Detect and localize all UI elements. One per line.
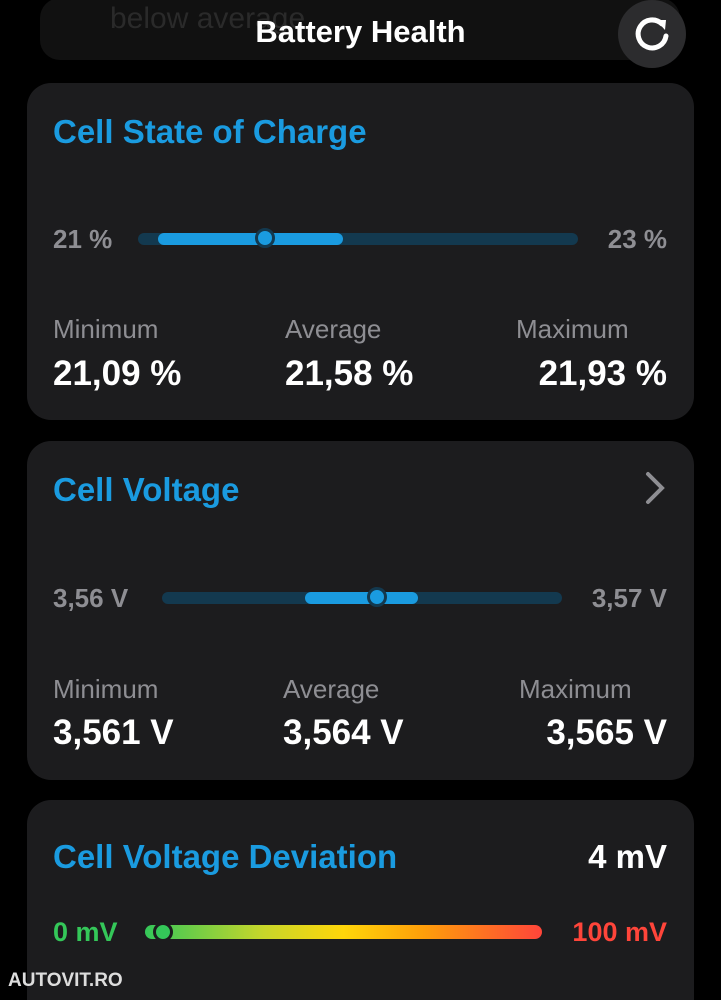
deviation-value: 4 mV	[588, 838, 667, 875]
stat-value: 21,09 %	[53, 354, 182, 393]
deviation-marker	[153, 922, 173, 942]
stat-value: 21,93 %	[538, 354, 667, 393]
card-title: Cell State of Charge	[53, 113, 367, 150]
stat-label: Minimum	[53, 674, 159, 704]
deviation-card	[27, 800, 694, 1000]
stat-value: 3,561 V	[53, 713, 174, 752]
stat-label: Maximum	[519, 674, 632, 704]
voltage-card[interactable]	[27, 441, 694, 780]
average-dot	[255, 228, 275, 248]
stat-label: Maximum	[516, 314, 629, 344]
stat-label: Minimum	[53, 314, 159, 344]
range-min: 3,56 V	[53, 583, 129, 613]
chevron	[646, 472, 665, 504]
range-min: 0 mV	[53, 917, 118, 947]
card-title: Cell Voltage	[53, 471, 240, 508]
range-fill	[305, 592, 418, 604]
range-min: 21 %	[53, 224, 113, 254]
faded-card	[40, 0, 680, 60]
range-max: 23 %	[607, 224, 667, 254]
deviation-bar	[145, 925, 542, 939]
faded-text: below average	[110, 2, 306, 35]
watermark: AUTOVIT.RO	[8, 970, 123, 991]
range-fill	[158, 233, 343, 245]
soc-card	[27, 83, 694, 420]
stat-label: Average	[285, 314, 382, 344]
stat-value: 21,58 %	[285, 354, 414, 393]
refresh-button[interactable]	[618, 0, 686, 68]
stat-label: Average	[283, 674, 380, 704]
stat-value: 3,564 V	[283, 713, 404, 752]
range-max: 100 mV	[572, 917, 667, 947]
average-dot	[367, 587, 387, 607]
refresh-icon	[635, 17, 669, 51]
range-max: 3,57 V	[591, 583, 667, 613]
stat-value: 3,565 V	[546, 713, 667, 752]
card-title: Cell Voltage Deviation	[53, 838, 398, 875]
header-title: Battery Health	[255, 14, 466, 49]
